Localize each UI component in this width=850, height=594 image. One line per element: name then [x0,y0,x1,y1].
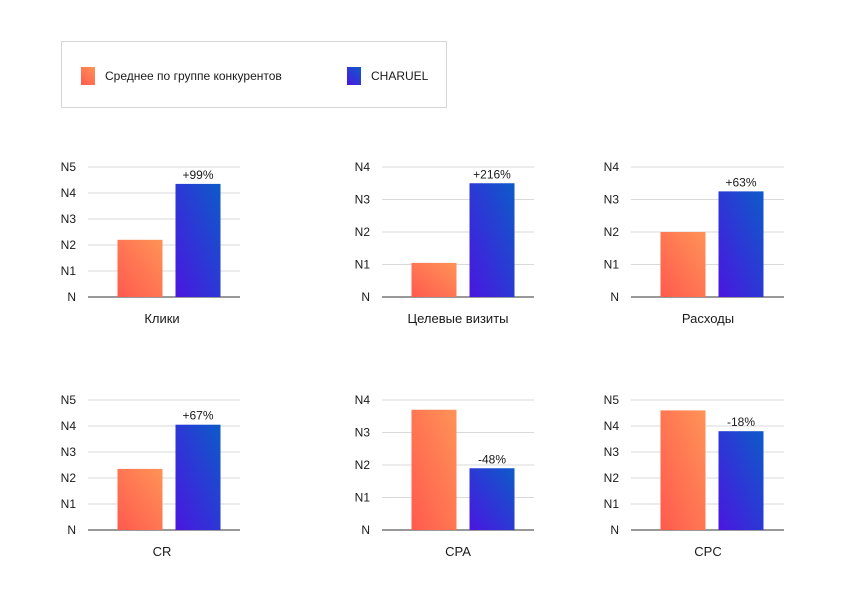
y-tick-label: N [361,290,370,304]
bar-charuel [175,183,221,297]
legend-item-brand: CHARUEL [347,67,428,85]
y-tick-label: N1 [61,497,77,511]
bar-competitors [411,409,457,530]
legend-label-competitors: Среднее по группе конкурентов [105,69,282,83]
chart-1: N N1 N2 N3 N4 N5 +99% Клики [61,160,240,326]
legend-label-brand: CHARUEL [371,69,429,83]
bar-charuel [175,424,221,530]
y-tick-label: N1 [355,491,371,505]
change-annotation: +67% [182,409,213,423]
y-tick-label: N4 [604,160,620,174]
y-tick-label: N2 [604,225,620,239]
y-tick-label: N4 [61,186,77,200]
y-tick-label: N4 [604,419,620,433]
y-tick-label: N5 [61,393,77,407]
change-annotation: -48% [478,452,506,466]
chart-title: CPA [445,544,471,559]
bar-charuel [469,468,515,530]
change-annotation: +216% [473,167,511,181]
change-annotation: +99% [182,168,213,182]
bar-competitors [117,468,163,530]
chart-6: N N1 N2 N3 N4 N5 -18% CPC [604,393,784,559]
legend-swatch-competitors [81,67,95,85]
y-tick-label: N2 [604,471,620,485]
bar-competitors [411,262,457,297]
y-tick-label: N1 [355,258,371,272]
y-tick-label: N2 [61,471,77,485]
change-annotation: -18% [727,415,755,429]
chart-title: CR [153,544,172,559]
y-tick-label: N [67,523,76,537]
bar-charuel [718,431,764,530]
y-tick-label: N3 [355,426,371,440]
y-tick-label: N4 [355,393,371,407]
y-tick-label: N3 [61,212,77,226]
y-tick-label: N [361,523,370,537]
bar-charuel [469,183,515,297]
y-tick-label: N5 [604,393,620,407]
y-tick-label: N4 [61,419,77,433]
bar-competitors [117,239,163,297]
y-tick-label: N3 [604,445,620,459]
bar-competitors [660,232,706,297]
chart-legend: Среднее по группе конкурентов CHARUEL [61,41,447,108]
change-annotation: +63% [725,175,756,189]
y-tick-label: N2 [355,458,371,472]
bar-charuel [718,191,764,297]
y-tick-label: N5 [61,160,77,174]
y-tick-label: N3 [604,193,620,207]
y-tick-label: N2 [61,238,77,252]
chart-title: Клики [144,311,179,326]
chart-4: N N1 N2 N3 N4 N5 +67% CR [61,393,240,559]
y-tick-label: N [610,290,619,304]
y-tick-label: N [67,290,76,304]
y-tick-label: N1 [604,258,620,272]
y-tick-label: N1 [604,497,620,511]
chart-title: CPC [694,544,721,559]
bar-competitors [660,410,706,530]
chart-2: N N1 N2 N3 N4 +216% Целевые визиты [355,160,534,326]
chart-title: Целевые визиты [407,311,508,326]
y-tick-label: N2 [355,225,371,239]
y-tick-label: N3 [355,193,371,207]
chart-title: Расходы [682,311,734,326]
y-tick-label: N3 [61,445,77,459]
y-tick-label: N4 [355,160,371,174]
y-tick-label: N1 [61,264,77,278]
chart-3: N N1 N2 N3 N4 +63% Расходы [604,160,784,326]
legend-swatch-brand [347,67,361,85]
y-tick-label: N [610,523,619,537]
legend-item-competitors: Среднее по группе конкурентов [81,67,282,85]
chart-5: N N1 N2 N3 N4 -48% CPA [355,393,534,559]
